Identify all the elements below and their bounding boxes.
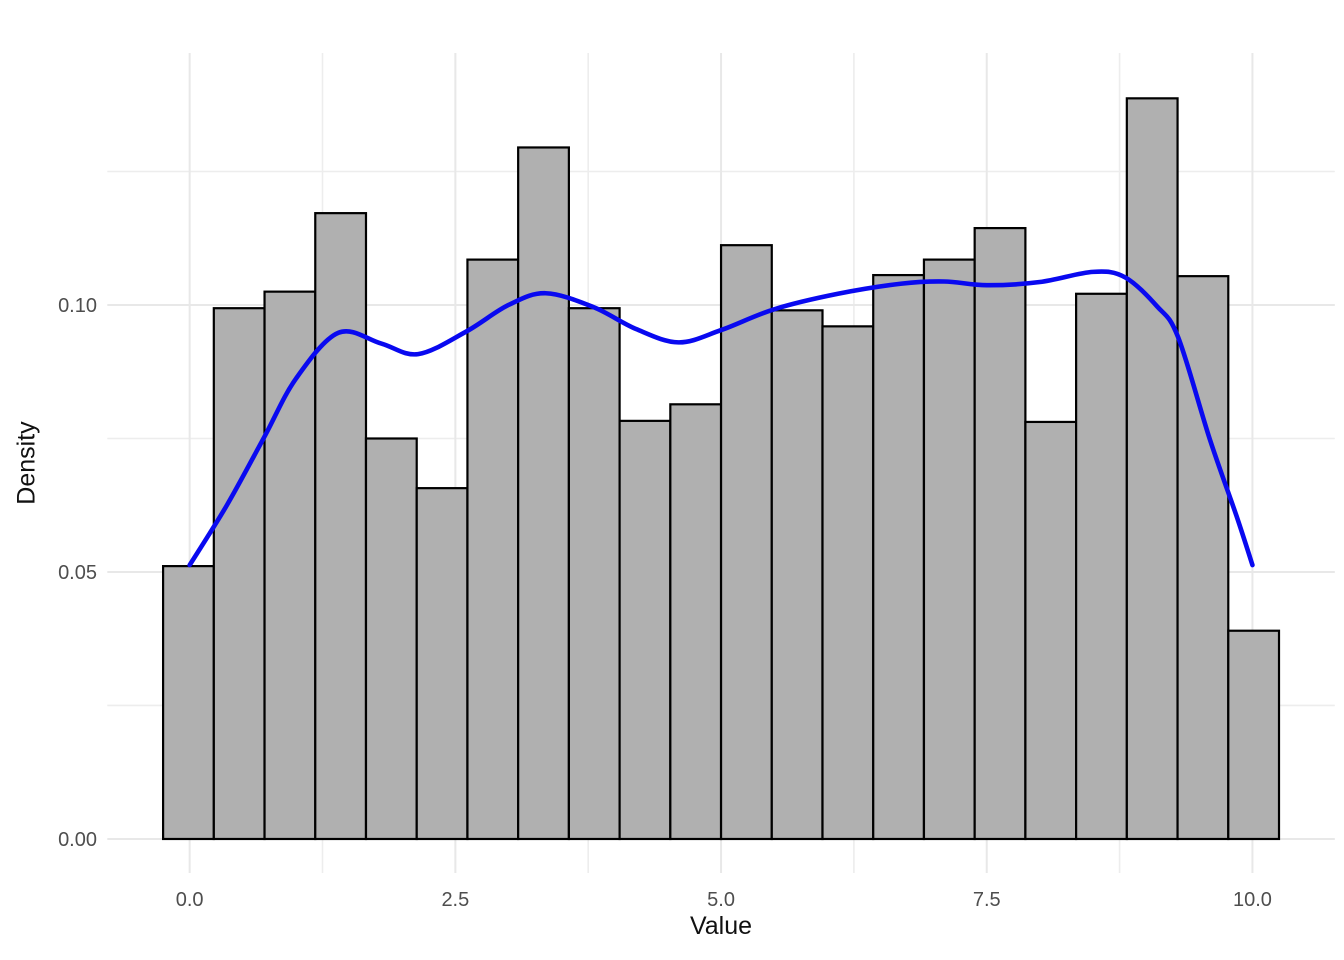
x-tick-label: 5.0 bbox=[707, 889, 735, 911]
histogram-bar bbox=[364, 437, 418, 841]
histogram-bar bbox=[719, 244, 773, 841]
histogram-bar bbox=[1227, 629, 1281, 841]
histogram-bar bbox=[517, 146, 570, 841]
histogram-bar bbox=[1176, 275, 1230, 841]
histogram-bar bbox=[1125, 97, 1179, 841]
histogram-bar bbox=[466, 258, 520, 841]
histogram-bar bbox=[1075, 292, 1128, 841]
histogram-bar bbox=[314, 212, 368, 841]
x-tick-label: 0.0 bbox=[176, 889, 204, 911]
y-tick-label: 0.00 bbox=[58, 829, 97, 851]
histogram-bar bbox=[212, 307, 266, 841]
histogram-bars bbox=[161, 97, 1281, 841]
histogram-bar bbox=[415, 487, 469, 841]
histogram-bar bbox=[1024, 420, 1078, 841]
histogram-bar bbox=[161, 565, 215, 841]
y-tick-label: 0.05 bbox=[58, 562, 97, 584]
x-tick-label: 2.5 bbox=[441, 889, 469, 911]
x-tick-label: 7.5 bbox=[973, 889, 1001, 911]
histogram-bar bbox=[821, 325, 875, 841]
axis-tick-labels: 0.00 0.05 0.10 0.0 2.5 5.0 7.5 10.0 bbox=[58, 295, 1272, 911]
histogram-bar bbox=[872, 273, 926, 841]
histogram-bar bbox=[770, 309, 824, 841]
histogram-bar bbox=[263, 290, 317, 841]
y-tick-label: 0.10 bbox=[58, 295, 97, 317]
x-tick-label: 10.0 bbox=[1233, 889, 1272, 911]
histogram-bar bbox=[922, 258, 976, 841]
histogram-bar bbox=[973, 226, 1027, 841]
histogram-bar bbox=[618, 419, 672, 841]
histogram-bar bbox=[567, 307, 621, 841]
density-curve bbox=[187, 269, 1255, 568]
histogram-bar bbox=[669, 403, 723, 841]
